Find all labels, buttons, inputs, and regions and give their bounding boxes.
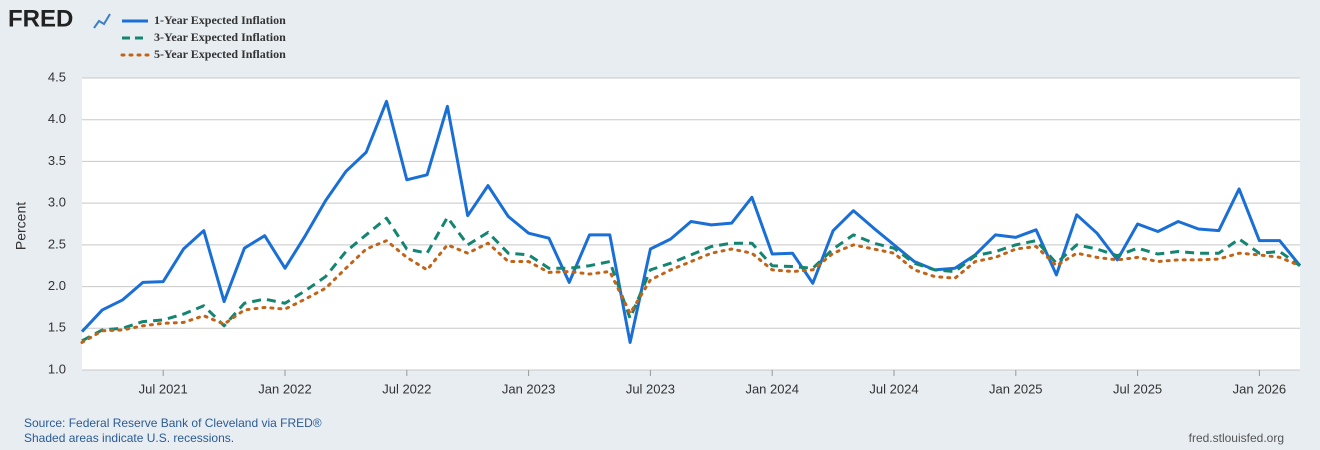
source: Source: Federal Reserve Bank of Clevelan… xyxy=(24,416,322,430)
series-line xyxy=(80,99,1302,344)
x-tick-label: Jan 2025 xyxy=(989,381,1043,396)
note: Shaded areas indicate U.S. recessions. xyxy=(24,431,234,445)
y-axis-label: Percent xyxy=(13,202,29,250)
x-tick-label: Jan 2024 xyxy=(745,381,799,396)
legend-label: 3-Year Expected Inflation xyxy=(154,30,286,44)
x-tick-label: Jul 2024 xyxy=(869,381,918,396)
logo: FRED xyxy=(8,5,73,32)
y-tick-label: 2.5 xyxy=(48,236,66,251)
plot-area xyxy=(82,78,1300,370)
x-tick-label: Jan 2026 xyxy=(1233,381,1287,396)
y-tick-label: 1.5 xyxy=(48,320,66,335)
y-tick-label: 4.5 xyxy=(48,69,66,84)
series-line xyxy=(81,215,1301,343)
legend-label: 5-Year Expected Inflation xyxy=(154,47,286,61)
y-tick-label: 1.0 xyxy=(48,361,66,376)
y-tick-label: 4.0 xyxy=(48,111,66,126)
x-tick-label: Jan 2023 xyxy=(502,381,556,396)
x-tick-label: Jul 2022 xyxy=(382,381,431,396)
y-tick-label: 2.0 xyxy=(48,278,66,293)
legend-label: 1-Year Expected Inflation xyxy=(154,13,286,27)
logo-icon xyxy=(93,13,111,29)
y-tick-label: 3.0 xyxy=(48,195,66,210)
x-tick-label: Jan 2022 xyxy=(258,381,312,396)
series-line xyxy=(80,239,1302,344)
x-tick-label: Jul 2025 xyxy=(1113,381,1162,396)
x-tick-label: Jul 2023 xyxy=(626,381,675,396)
y-tick-label: 3.5 xyxy=(48,153,66,168)
site: fred.stlouisfed.org xyxy=(1189,431,1284,445)
x-tick-label: Jul 2021 xyxy=(139,381,188,396)
